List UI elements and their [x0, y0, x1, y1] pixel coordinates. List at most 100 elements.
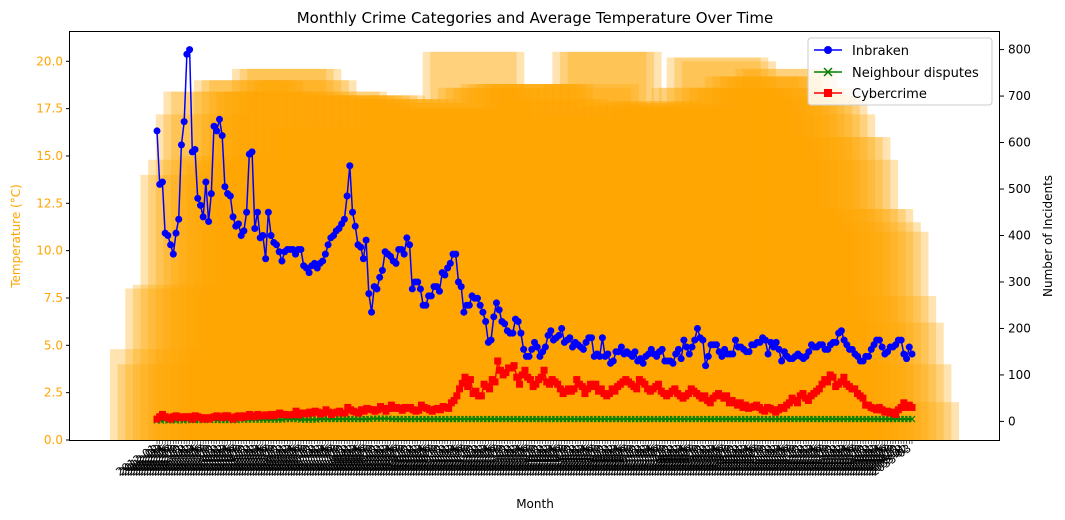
legend-box [807, 37, 993, 106]
data-point-inbraken [631, 348, 639, 356]
data-point-inbraken [158, 178, 166, 186]
data-point-inbraken [362, 236, 370, 244]
data-point-inbraken [199, 213, 207, 221]
temperature-bar [651, 87, 746, 441]
right-tick-label: 700 [1008, 89, 1031, 103]
data-point-inbraken [490, 313, 498, 321]
data-point-inbraken [416, 285, 424, 293]
data-point-cybercrime [851, 385, 859, 393]
temperature-bar [315, 95, 410, 440]
temperature-bar [781, 114, 876, 440]
data-point-cybercrime [908, 403, 916, 411]
data-point-inbraken [177, 141, 185, 149]
data-point-inbraken [674, 345, 682, 353]
data-point-inbraken [376, 273, 384, 281]
data-point-cybercrime [477, 392, 485, 400]
left-tick-label: 2.5 [44, 386, 63, 400]
data-point-cybercrime [578, 383, 586, 391]
data-point-inbraken [832, 338, 840, 346]
data-point-cybercrime [486, 385, 494, 393]
data-point-inbraken [253, 208, 261, 216]
data-point-cybercrime [513, 373, 521, 381]
temperature-bar [796, 137, 891, 440]
data-point-inbraken [685, 350, 693, 358]
data-point-inbraken [264, 208, 272, 216]
right-tick-label: 300 [1008, 275, 1031, 289]
data-point-inbraken [346, 162, 354, 170]
data-point-cybercrime [341, 409, 349, 417]
right-tick-label: 400 [1008, 229, 1031, 243]
data-point-inbraken [167, 241, 175, 249]
right-tick-label: 100 [1008, 368, 1031, 382]
data-point-inbraken [427, 292, 435, 300]
data-point-cybercrime [597, 385, 605, 393]
data-point-inbraken [482, 317, 490, 325]
data-point-inbraken [319, 257, 327, 265]
data-point-inbraken [240, 227, 248, 235]
data-point-inbraken [324, 241, 332, 249]
data-point-cybercrime [818, 380, 826, 388]
legend-marker-cybercrime [824, 89, 832, 97]
temperature-bar [567, 51, 662, 440]
data-point-inbraken [278, 257, 286, 265]
data-point-inbraken [702, 362, 710, 370]
data-point-cybercrime [453, 392, 461, 400]
data-point-inbraken [403, 234, 411, 242]
data-point-cybercrime [570, 385, 578, 393]
data-point-inbraken [229, 213, 237, 221]
left-tick-label: 17.5 [36, 102, 63, 116]
right-axis-label: Number of Incidents [1041, 175, 1055, 297]
data-point-inbraken [262, 255, 270, 263]
legend-marker-inbraken [824, 46, 832, 54]
data-point-inbraken [712, 341, 720, 349]
data-point-cybercrime [671, 385, 679, 393]
data-point-inbraken [775, 345, 783, 353]
data-point-inbraken [772, 338, 780, 346]
temperature-bar [117, 364, 212, 440]
data-point-inbraken [596, 352, 604, 360]
data-point-inbraken [704, 352, 712, 360]
data-point-cybercrime [456, 385, 464, 393]
data-point-cybercrime [556, 385, 564, 393]
data-point-inbraken [169, 250, 177, 258]
temperature-bar [209, 80, 304, 441]
right-tick-label: 600 [1008, 136, 1031, 150]
data-point-cybercrime [684, 390, 692, 398]
data-point-inbraken [509, 329, 517, 337]
data-point-cybercrime [450, 396, 458, 404]
right-tick-label: 0 [1008, 414, 1016, 428]
data-point-inbraken [465, 301, 473, 309]
left-axis: 0.0 2.5 5.0 7.5 10.0 12.5 15.0 17.5 20.0 [36, 54, 70, 447]
data-point-cybercrime [491, 378, 499, 386]
chart-title: Monthly Crime Categories and Average Tem… [297, 9, 774, 27]
data-point-cybercrime [466, 376, 474, 384]
data-point-inbraken [558, 324, 566, 332]
data-point-cybercrime [785, 399, 793, 407]
data-point-cybercrime [736, 399, 744, 407]
data-point-inbraken [460, 308, 468, 316]
data-point-inbraken [378, 266, 386, 274]
data-point-cybercrime [496, 366, 504, 374]
data-point-inbraken [243, 208, 251, 216]
data-point-inbraken [359, 255, 367, 263]
data-point-inbraken [349, 208, 357, 216]
data-point-inbraken [617, 343, 625, 351]
data-point-inbraken [191, 146, 199, 154]
data-point-cybercrime [472, 387, 480, 395]
data-point-cybercrime [292, 407, 300, 415]
data-point-inbraken [259, 232, 267, 239]
data-point-inbraken [406, 241, 414, 249]
data-point-cybercrime [840, 373, 848, 381]
data-point-inbraken [501, 320, 509, 328]
data-point-inbraken [588, 334, 596, 342]
data-point-cybercrime [799, 390, 807, 398]
data-point-inbraken [541, 343, 549, 351]
temperature-bar [697, 87, 792, 441]
data-point-inbraken [321, 250, 329, 258]
data-point-cybercrime [545, 380, 553, 388]
temperature-bar [262, 80, 357, 441]
data-point-inbraken [175, 215, 183, 223]
temperature-bar [712, 76, 807, 440]
data-point-inbraken [908, 350, 916, 358]
data-point-inbraken [699, 336, 707, 344]
